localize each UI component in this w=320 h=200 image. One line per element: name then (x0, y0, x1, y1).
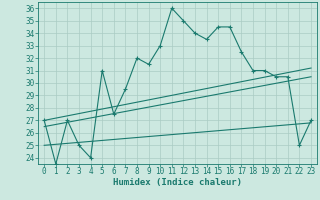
X-axis label: Humidex (Indice chaleur): Humidex (Indice chaleur) (113, 178, 242, 187)
